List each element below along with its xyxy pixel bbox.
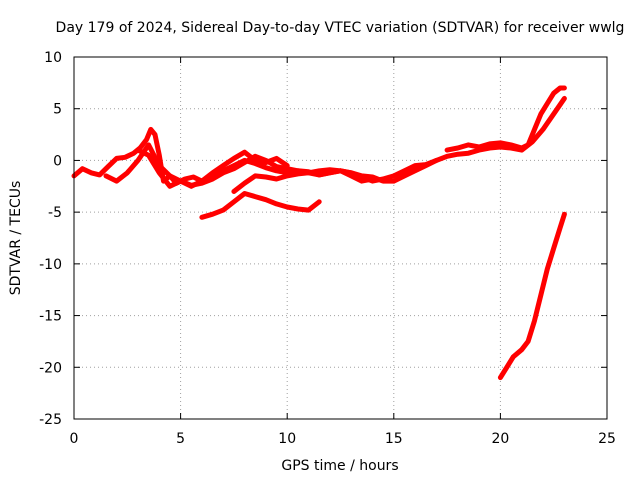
- grid-layer: [74, 57, 607, 419]
- series-arc-4: [231, 95, 567, 194]
- tick-layer: 0 5 10 15 20 25 -25 -20 -15 -10 -5 0 5 10: [39, 50, 616, 447]
- x-tick-label: 10: [278, 431, 296, 447]
- y-tick-label: -10: [39, 257, 62, 273]
- y-tick-label: 0: [53, 153, 62, 169]
- y-tick-label: -25: [39, 412, 62, 428]
- x-tick-label: 25: [598, 431, 616, 447]
- x-tick-label: 0: [70, 431, 79, 447]
- y-tick-label: 10: [44, 50, 62, 66]
- x-tick-label: 15: [385, 431, 403, 447]
- plot-frame: [73, 56, 608, 420]
- x-tick-label: 5: [176, 431, 185, 447]
- x-axis-label: GPS time / hours: [281, 458, 398, 474]
- series-arc-5: [444, 85, 567, 153]
- series-arc-6: [199, 191, 322, 220]
- y-tick-label: 5: [53, 102, 62, 118]
- chart-title: Day 179 of 2024, Sidereal Day-to-day VTE…: [56, 20, 625, 36]
- series-layer: [71, 85, 567, 381]
- y-tick-label: -15: [39, 309, 62, 325]
- y-tick-label: -20: [39, 360, 62, 376]
- y-axis-label: SDTVAR / TECUs: [8, 181, 24, 296]
- y-tick-label: -5: [48, 205, 62, 221]
- x-tick-label: 20: [491, 431, 509, 447]
- series-arc-3: [135, 147, 439, 189]
- series-arc-7: [497, 211, 567, 381]
